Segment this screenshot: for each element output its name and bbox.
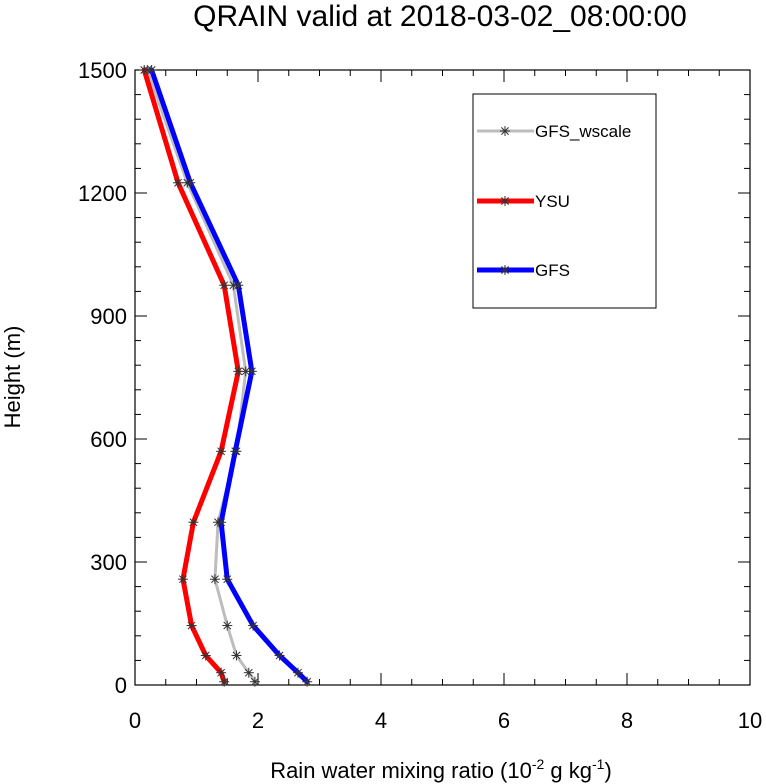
legend-item-gfs: GFS [477, 261, 570, 280]
x-axis-label-exp2: -1 [592, 756, 605, 772]
data-point-marker [209, 574, 220, 585]
legend-item-gfs-wscale: GFS_wscale [477, 122, 631, 141]
data-point-marker [222, 620, 233, 631]
data-point-marker [219, 676, 230, 687]
data-point-marker [233, 366, 244, 377]
x-tick-label: 6 [498, 708, 510, 733]
legend-label: GFS [535, 261, 570, 280]
data-point-marker [216, 517, 227, 528]
legend-label: GFS_wscale [535, 122, 631, 141]
series-line [141, 67, 241, 685]
data-point-marker [274, 650, 285, 661]
x-tick-label: 8 [621, 708, 633, 733]
data-point-marker [146, 65, 157, 75]
x-tick-label: 10 [738, 708, 762, 733]
y-axis-label: Height (m) [0, 326, 25, 429]
legend-item-ysu: YSU [477, 192, 570, 211]
data-point-marker [233, 280, 244, 291]
y-tick-label: 0 [115, 673, 127, 698]
data-point-marker [302, 676, 313, 687]
y-tick-label: 300 [90, 550, 127, 575]
x-axis-label-part3: ) [604, 758, 611, 783]
data-point-marker [216, 446, 227, 457]
chart-title: QRAIN valid at 2018-03-02_08:00:00 [193, 0, 687, 33]
x-axis-label-exp1: -2 [532, 756, 545, 772]
series-gfs-wscale [142, 65, 260, 687]
data-point-marker [219, 280, 230, 291]
legend: GFS_wscale YSU GFS [472, 93, 657, 309]
y-tick-label: 600 [90, 427, 127, 452]
data-point-marker [230, 446, 241, 457]
data-point-marker [173, 177, 184, 188]
y-tick-label: 1200 [78, 181, 127, 206]
data-point-marker [185, 177, 196, 188]
data-point-marker [177, 574, 188, 585]
legend-marker [500, 126, 510, 136]
data-point-marker [216, 667, 227, 678]
x-tick-label: 2 [252, 708, 264, 733]
x-axis-label: Rain water mixing ratio (10-2 g kg-1) [270, 756, 612, 783]
data-point-marker [186, 620, 197, 631]
series-gfs [146, 65, 313, 687]
plot-frame [134, 69, 751, 686]
data-point-marker [292, 667, 303, 678]
data-point-marker [246, 366, 257, 377]
data-point-marker [248, 620, 259, 631]
data-point-marker [222, 574, 233, 585]
axis-ticks: 0 2 4 6 8 10 0 300 600 900 1200 1500 [78, 58, 762, 733]
series-ysu [139, 65, 244, 687]
data-point-marker [231, 650, 242, 661]
legend-marker [500, 196, 510, 206]
y-tick-label: 900 [90, 304, 127, 329]
legend-marker [500, 265, 510, 275]
data-point-marker [188, 517, 199, 528]
x-tick-label: 4 [375, 708, 387, 733]
x-axis-label-part2: g kg [544, 758, 592, 783]
data-point-marker [200, 650, 211, 661]
x-tick-label: 0 [129, 708, 141, 733]
data-point-marker [243, 667, 254, 678]
series-line [149, 67, 310, 685]
data-point-marker [249, 676, 260, 687]
y-tick-label: 1500 [78, 58, 127, 83]
legend-label: YSU [535, 192, 570, 211]
series-layer [139, 65, 313, 687]
x-axis-label-part1: Rain water mixing ratio (10 [270, 758, 532, 783]
